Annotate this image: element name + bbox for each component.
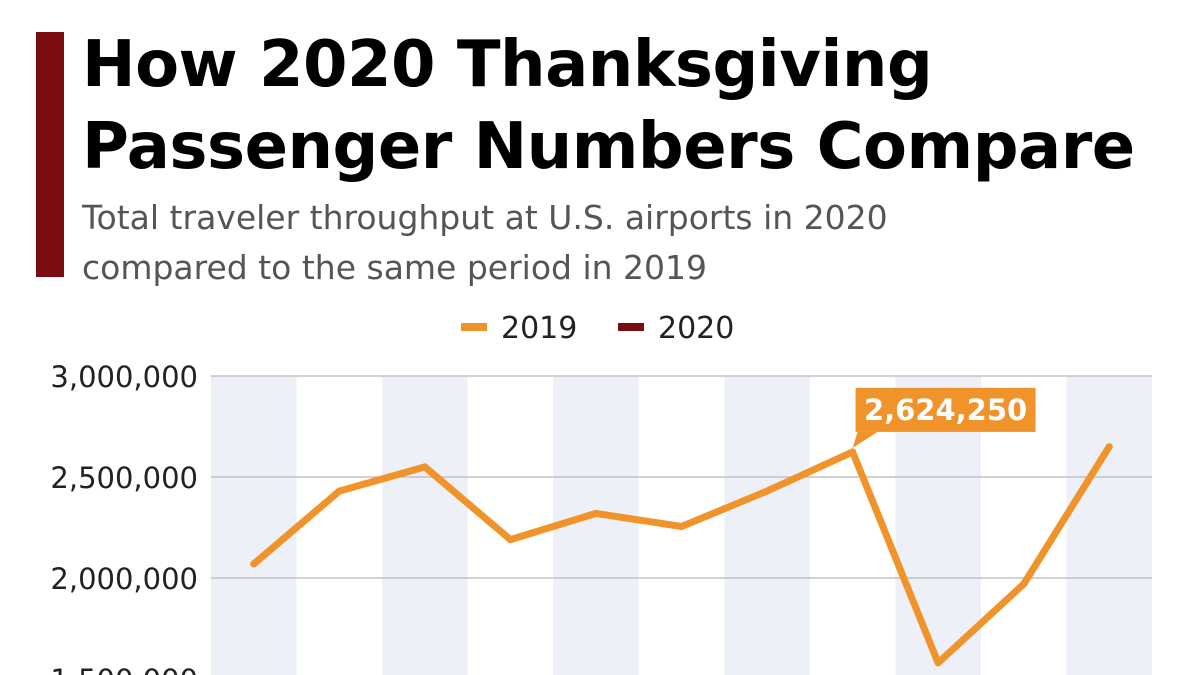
data-point bbox=[763, 487, 771, 495]
data-point bbox=[849, 448, 857, 456]
column-band bbox=[211, 376, 297, 675]
legend: 2019 2020 bbox=[461, 311, 734, 346]
data-point bbox=[250, 560, 258, 568]
data-point bbox=[335, 487, 343, 495]
subtitle-line-1: Total traveler throughput at U.S. airpor… bbox=[82, 198, 888, 237]
subtitle-line-2: compared to the same period in 2019 bbox=[82, 248, 708, 287]
y-tick-label: 3,000,000 bbox=[50, 360, 198, 394]
chart-subtitle: Total traveler throughput at U.S. airpor… bbox=[82, 193, 888, 293]
data-point bbox=[1020, 580, 1028, 588]
data-point bbox=[678, 522, 685, 530]
data-point bbox=[934, 659, 942, 667]
gridlines bbox=[211, 375, 1152, 579]
data-point bbox=[592, 509, 600, 517]
title-accent-bar bbox=[36, 32, 64, 277]
data-point bbox=[506, 536, 514, 544]
column-bands bbox=[211, 376, 1152, 675]
data-point bbox=[1105, 443, 1113, 451]
y-tick-label: 2,500,000 bbox=[50, 461, 198, 495]
column-band bbox=[1066, 376, 1152, 675]
y-tick-label: 2,000,000 bbox=[50, 562, 198, 596]
data-point bbox=[421, 463, 429, 471]
title-line-2: Passenger Numbers Compare bbox=[82, 110, 1135, 184]
page-title: How 2020 Thanksgiving Passenger Numbers … bbox=[82, 24, 1135, 188]
annotations: 2,624,250 bbox=[852, 387, 1036, 448]
legend-label-2019: 2019 bbox=[501, 311, 577, 346]
y-axis-tick-labels: 3,000,000 2,500,000 2,000,000 1,500,000 bbox=[50, 360, 198, 675]
legend-swatch-2020 bbox=[618, 323, 644, 331]
series-lines bbox=[250, 443, 1113, 667]
y-tick-label: 1,500,000 bbox=[50, 663, 198, 675]
title-line-1: How 2020 Thanksgiving bbox=[82, 28, 933, 102]
legend-label-2020: 2020 bbox=[658, 311, 734, 346]
column-band bbox=[382, 376, 468, 675]
annotation-pointer bbox=[852, 431, 878, 448]
column-band bbox=[724, 376, 810, 675]
annotation-label: 2,624,250 bbox=[864, 393, 1027, 427]
legend-swatch-2019 bbox=[461, 323, 487, 331]
annotation-box bbox=[855, 387, 1036, 432]
